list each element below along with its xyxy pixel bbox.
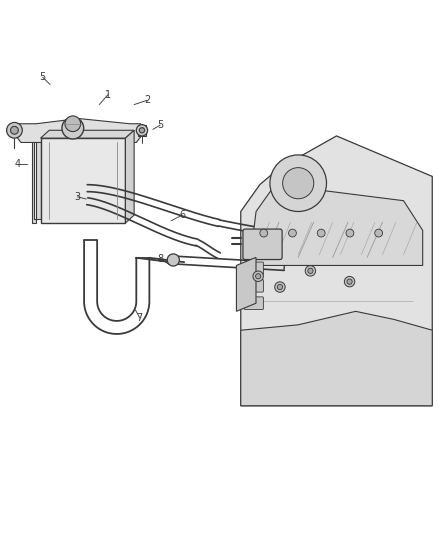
Text: 8: 8 bbox=[157, 254, 163, 264]
Text: 5: 5 bbox=[39, 72, 46, 82]
Circle shape bbox=[283, 168, 314, 199]
Text: 2: 2 bbox=[144, 95, 150, 105]
Circle shape bbox=[346, 229, 354, 237]
Text: 1: 1 bbox=[105, 90, 111, 100]
Circle shape bbox=[62, 117, 84, 139]
FancyBboxPatch shape bbox=[244, 262, 263, 274]
Circle shape bbox=[139, 128, 145, 133]
FancyBboxPatch shape bbox=[244, 279, 263, 292]
Circle shape bbox=[260, 229, 268, 237]
Polygon shape bbox=[17, 118, 141, 142]
Circle shape bbox=[347, 279, 352, 284]
Polygon shape bbox=[41, 130, 134, 138]
Circle shape bbox=[277, 285, 283, 289]
Text: 6: 6 bbox=[179, 210, 185, 220]
Circle shape bbox=[289, 229, 297, 237]
Text: 3: 3 bbox=[74, 192, 81, 202]
Circle shape bbox=[270, 155, 326, 212]
Text: 5: 5 bbox=[157, 120, 163, 130]
Polygon shape bbox=[251, 184, 423, 265]
Circle shape bbox=[308, 268, 313, 273]
Circle shape bbox=[344, 277, 355, 287]
Polygon shape bbox=[125, 130, 134, 223]
FancyBboxPatch shape bbox=[243, 229, 282, 260]
Circle shape bbox=[65, 116, 81, 132]
Circle shape bbox=[136, 125, 148, 136]
Circle shape bbox=[167, 254, 180, 266]
Circle shape bbox=[305, 265, 316, 276]
Circle shape bbox=[317, 229, 325, 237]
Text: 7: 7 bbox=[137, 313, 143, 323]
Circle shape bbox=[375, 229, 382, 237]
Circle shape bbox=[275, 282, 285, 292]
Polygon shape bbox=[237, 257, 256, 311]
FancyBboxPatch shape bbox=[244, 297, 263, 310]
Polygon shape bbox=[10, 125, 19, 136]
Polygon shape bbox=[241, 136, 432, 406]
Polygon shape bbox=[241, 311, 432, 406]
Circle shape bbox=[253, 271, 263, 281]
Text: 4: 4 bbox=[15, 159, 21, 169]
Circle shape bbox=[11, 126, 18, 134]
Circle shape bbox=[7, 123, 22, 138]
Polygon shape bbox=[138, 125, 146, 136]
Circle shape bbox=[255, 273, 261, 279]
Polygon shape bbox=[32, 138, 41, 223]
Polygon shape bbox=[41, 138, 125, 223]
